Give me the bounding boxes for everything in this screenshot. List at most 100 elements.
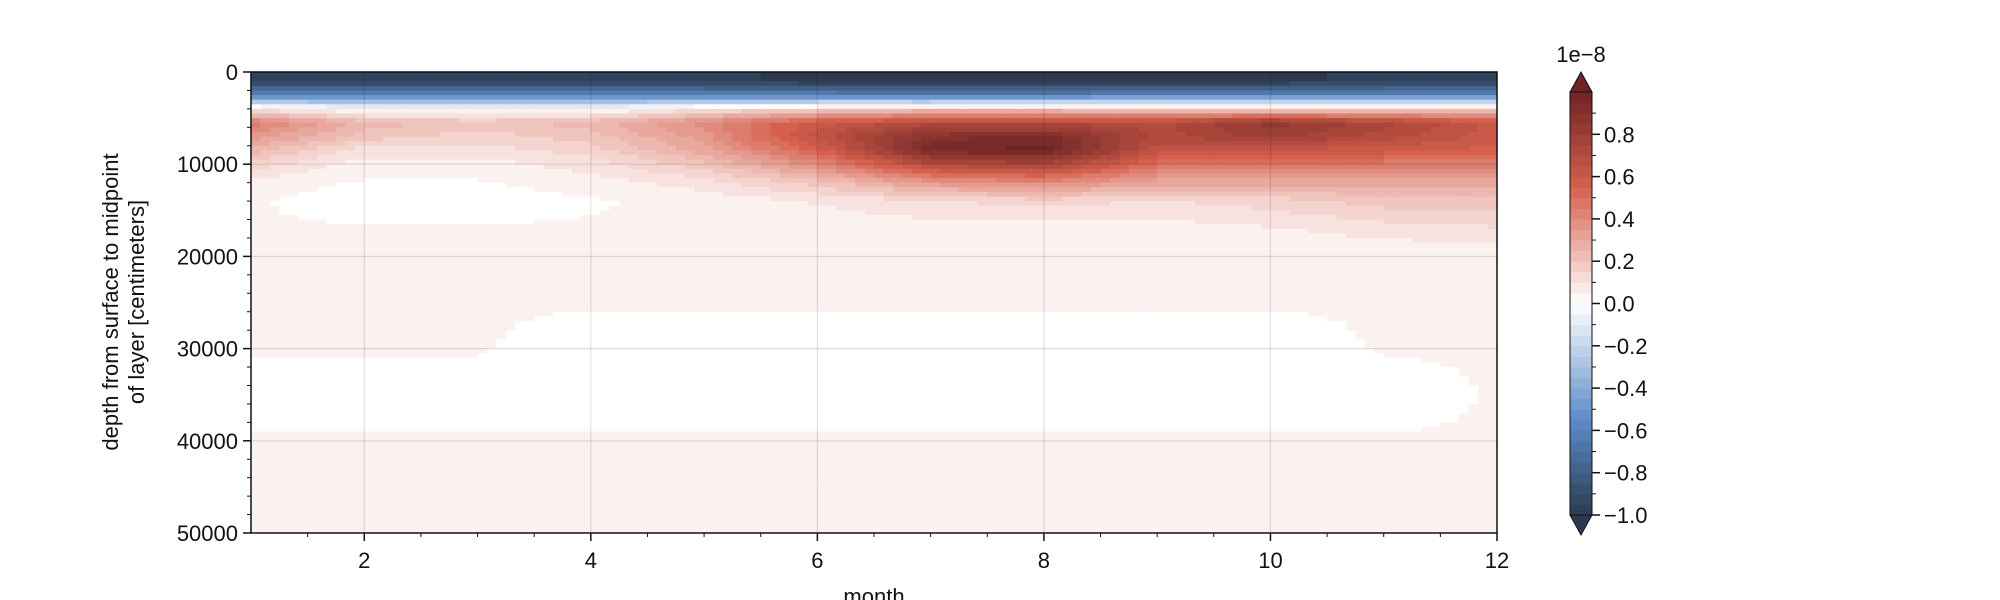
heatmap-cell (722, 99, 734, 105)
heatmap-cell (1081, 219, 1092, 225)
heatmap-cell (675, 187, 686, 193)
heatmap-cell (543, 127, 554, 133)
heatmap-cell (1317, 173, 1328, 179)
heatmap-cell (1270, 104, 1281, 110)
heatmap-cell (1100, 145, 1111, 151)
heatmap-cell (685, 173, 696, 179)
heatmap-cell (741, 214, 752, 221)
heatmap-cell (1242, 90, 1253, 96)
heatmap-cell (1053, 224, 1064, 230)
heatmap-cell (883, 72, 894, 78)
heatmap-cell (1440, 219, 1451, 225)
heatmap-cell (1232, 214, 1243, 221)
heatmap-cell (619, 118, 630, 124)
heatmap-cell (505, 104, 516, 110)
heatmap-cell (496, 168, 507, 175)
heatmap-cell (392, 173, 403, 179)
heatmap-cell (430, 127, 441, 133)
heatmap-cell (1053, 145, 1064, 151)
heatmap-cell (958, 95, 969, 101)
heatmap-cell (1412, 173, 1423, 179)
heatmap-cell (590, 99, 601, 105)
heatmap-cell (458, 187, 469, 193)
heatmap-cell (524, 108, 535, 115)
heatmap-cell (656, 141, 667, 147)
heatmap-cell (1261, 145, 1272, 151)
heatmap-cell (760, 173, 771, 179)
heatmap-cell (656, 136, 667, 142)
heatmap-cell (251, 90, 262, 96)
heatmap-cell (751, 108, 762, 115)
heatmap-cell (354, 228, 365, 234)
heatmap-cell (987, 233, 998, 239)
heatmap-cell (1289, 150, 1300, 156)
heatmap-cell (1261, 182, 1272, 188)
heatmap-cell (1100, 81, 1111, 87)
heatmap-cell (1487, 187, 1497, 193)
heatmap-cell (600, 196, 611, 202)
heatmap-cell (751, 187, 762, 193)
heatmap-cell (1402, 141, 1413, 147)
heatmap-cell (760, 150, 771, 156)
heatmap-cell (770, 104, 781, 110)
heatmap-cell (1289, 99, 1300, 105)
heatmap-cell (789, 113, 800, 119)
heatmap-cell (402, 159, 413, 165)
heatmap-cell (789, 224, 800, 230)
heatmap-cell (1043, 164, 1054, 170)
heatmap-cell (666, 141, 677, 147)
heatmap-cell (968, 141, 979, 147)
heatmap-cell (468, 191, 479, 198)
heatmap-cell (855, 85, 866, 92)
heatmap-cell (883, 131, 894, 138)
heatmap-cell (1147, 233, 1158, 239)
heatmap-cell (515, 233, 526, 239)
heatmap-cell (713, 224, 724, 230)
heatmap-cell (675, 113, 686, 119)
heatmap-cell (685, 72, 696, 78)
heatmap-cell (836, 136, 847, 142)
heatmap-cell (685, 168, 696, 175)
heatmap-cell (279, 187, 290, 193)
heatmap-cell (1261, 72, 1272, 78)
heatmap-cell (902, 196, 913, 202)
heatmap-cell (571, 201, 582, 207)
heatmap-cell (543, 233, 554, 239)
heatmap-cell (1270, 191, 1281, 198)
heatmap-cell (1317, 95, 1328, 101)
heatmap-cell (1440, 164, 1451, 170)
heatmap-cell (892, 104, 903, 110)
heatmap-cell (940, 145, 951, 151)
heatmap-cell (1308, 95, 1319, 101)
heatmap-cell (647, 191, 658, 198)
heatmap-cell (251, 219, 262, 225)
heatmap-cell (1091, 191, 1102, 198)
heatmap-cell (354, 178, 365, 184)
heatmap-cell (732, 168, 743, 175)
heatmap-cell (1298, 154, 1309, 161)
heatmap-cell (1147, 219, 1158, 225)
heatmap-cell (260, 90, 271, 96)
heatmap-cell (1081, 136, 1092, 142)
heatmap-cell (1364, 205, 1375, 211)
heatmap-cell (260, 159, 271, 165)
heatmap-cell (1279, 99, 1290, 105)
heatmap-cell (1383, 145, 1394, 151)
heatmap-cell (496, 164, 507, 170)
heatmap-cell (949, 196, 960, 202)
heatmap-cell (1015, 154, 1026, 161)
heatmap-cell (958, 104, 969, 110)
heatmap-cell (1478, 118, 1489, 124)
heatmap-cell (1128, 214, 1139, 221)
heatmap-cell (562, 85, 573, 92)
heatmap-cell (722, 90, 734, 96)
heatmap-cell (1185, 164, 1196, 170)
heatmap-cell (515, 81, 526, 87)
heatmap-cell (1166, 242, 1177, 248)
heatmap-cell (1393, 131, 1404, 138)
heatmap-cell (1317, 90, 1328, 96)
heatmap-cell (1393, 205, 1404, 211)
heatmap-cell (1336, 205, 1347, 211)
heatmap-cell (1440, 127, 1451, 133)
heatmap-cell (817, 178, 828, 184)
